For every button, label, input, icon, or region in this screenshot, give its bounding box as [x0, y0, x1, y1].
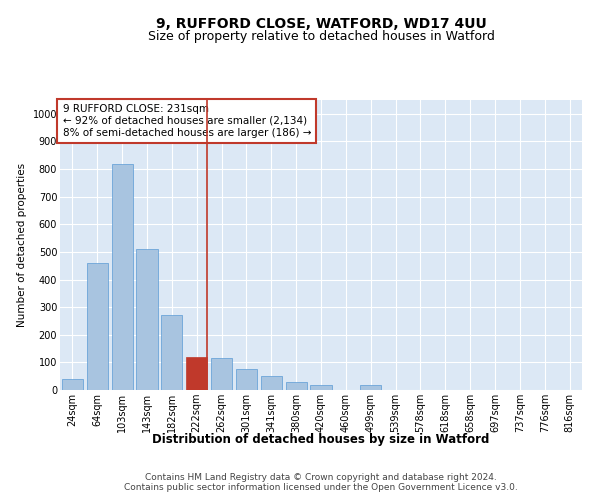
Text: Size of property relative to detached houses in Watford: Size of property relative to detached ho… — [148, 30, 494, 43]
Bar — [236, 370, 257, 390]
Bar — [360, 385, 381, 390]
Bar — [87, 263, 108, 390]
Text: 9 RUFFORD CLOSE: 231sqm
← 92% of detached houses are smaller (2,134)
8% of semi-: 9 RUFFORD CLOSE: 231sqm ← 92% of detache… — [62, 104, 311, 138]
Text: Distribution of detached houses by size in Watford: Distribution of detached houses by size … — [152, 432, 490, 446]
Y-axis label: Number of detached properties: Number of detached properties — [17, 163, 27, 327]
Text: Contains HM Land Registry data © Crown copyright and database right 2024.
Contai: Contains HM Land Registry data © Crown c… — [124, 472, 518, 492]
Bar — [161, 316, 182, 390]
Bar — [62, 379, 83, 390]
Bar — [310, 385, 332, 390]
Bar — [186, 357, 207, 390]
Bar — [286, 382, 307, 390]
Bar — [211, 358, 232, 390]
Bar — [112, 164, 133, 390]
Bar — [261, 376, 282, 390]
Text: 9, RUFFORD CLOSE, WATFORD, WD17 4UU: 9, RUFFORD CLOSE, WATFORD, WD17 4UU — [155, 18, 487, 32]
Bar — [136, 249, 158, 390]
